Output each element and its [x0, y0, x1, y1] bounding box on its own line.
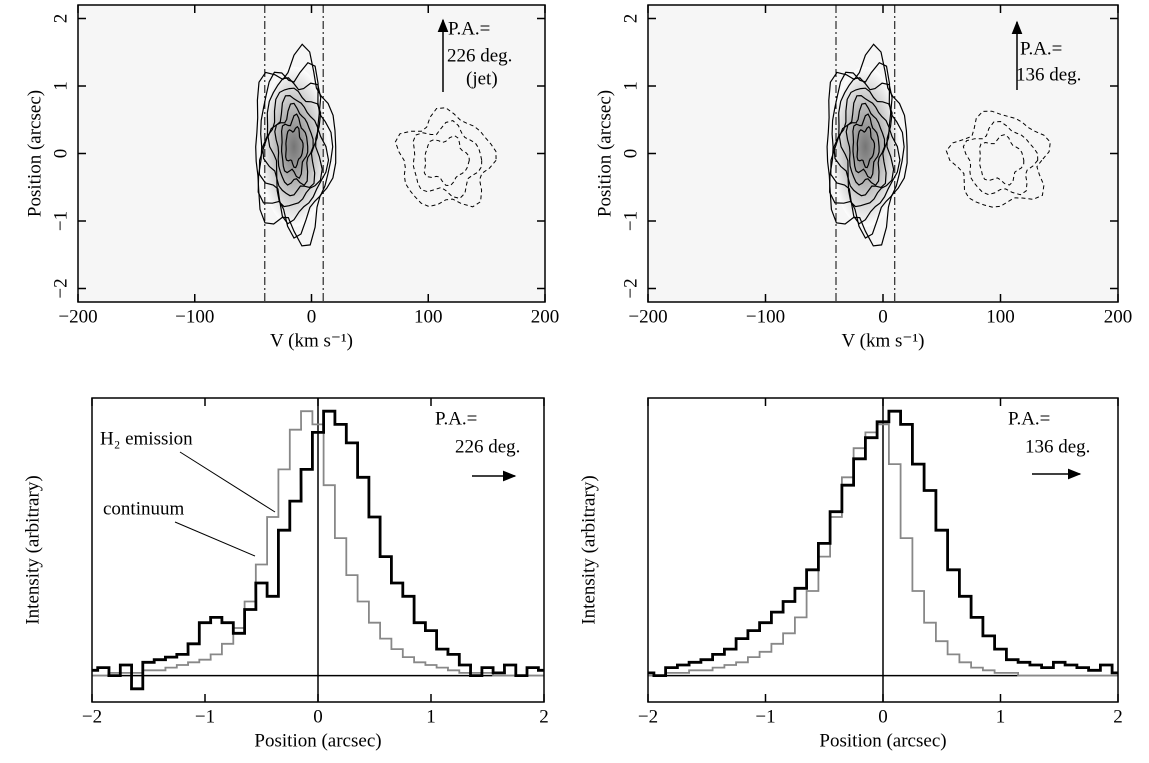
annotation: P.A.=: [1008, 408, 1050, 429]
y-axis-label: Intensity (arbitrary): [578, 475, 599, 624]
x-tick-label: 100: [986, 306, 1015, 327]
x-tick-label: 0: [307, 306, 317, 327]
annotation: P.A.=: [435, 408, 477, 429]
profile: [648, 409, 1118, 677]
x-axis-label: V (km s⁻¹): [270, 330, 353, 351]
plot-frame: [77, 4, 546, 303]
x-tick-label: 200: [1104, 306, 1133, 327]
x-tick-label: −100: [746, 306, 785, 327]
x-axis-label: Position (arcsec): [819, 730, 946, 751]
x-tick-label: −200: [58, 306, 97, 327]
y-axis-label: Intensity (arbitrary): [22, 475, 43, 624]
contour: [285, 125, 304, 169]
x-tick-label: −1: [195, 706, 215, 727]
x-tick-label: 200: [531, 306, 560, 327]
x-tick-label: 1: [426, 706, 436, 727]
x-tick-label: 1: [996, 706, 1006, 727]
plot-frame: [91, 397, 545, 703]
contour: [838, 94, 890, 197]
y-tick-label: 1: [50, 81, 71, 91]
contour: [826, 43, 908, 247]
plot-frame: [647, 397, 1119, 703]
legend-label: H₂ emission: [100, 428, 193, 449]
x-tick-label: −2: [82, 706, 102, 727]
contour: [258, 77, 330, 225]
x-tick-label: −2: [638, 706, 658, 727]
plot-frame: [647, 4, 1119, 303]
x-tick-label: 0: [878, 706, 888, 727]
y-axis-label: Position (arcsec): [24, 90, 45, 217]
y-tick-label: 0: [620, 149, 641, 159]
contour: [852, 113, 880, 180]
y-tick-label: 1: [620, 81, 641, 91]
annotation: P.A.=: [448, 18, 490, 39]
y-axis-label: Position (arcsec): [594, 90, 615, 217]
y-tick-label: 2: [50, 14, 71, 24]
contour: [274, 102, 314, 187]
contour: [262, 87, 323, 208]
contour: [255, 43, 337, 247]
contour: [267, 94, 319, 197]
profile: [92, 409, 544, 691]
annotation: 226 deg.: [447, 45, 512, 66]
contour: [856, 125, 876, 169]
contour-negative: [394, 107, 497, 208]
y-tick-label: −2: [50, 278, 71, 298]
contour: [830, 77, 901, 225]
annotation: P.A.=: [1020, 38, 1062, 59]
x-tick-label: −1: [755, 706, 775, 727]
contour: [280, 113, 309, 180]
leader: [174, 521, 256, 557]
x-tick-label: −100: [175, 306, 214, 327]
y-tick-label: −1: [50, 211, 71, 231]
y-tick-label: 2: [620, 14, 641, 24]
x-tick-label: 100: [414, 306, 443, 327]
annotation: 226 deg.: [455, 436, 520, 457]
annotation: 136 deg.: [1025, 436, 1090, 457]
y-tick-label: −2: [620, 278, 641, 298]
contour: [257, 61, 334, 239]
x-axis-label: V (km s⁻¹): [842, 330, 925, 351]
contour: [845, 102, 886, 187]
y-tick-label: −1: [620, 211, 641, 231]
x-tick-label: 0: [313, 706, 323, 727]
contour: [828, 61, 905, 239]
contour-negative: [423, 135, 470, 187]
contour: [833, 87, 895, 208]
x-tick-label: −200: [628, 306, 667, 327]
x-tick-label: 2: [539, 706, 549, 727]
x-tick-label: 2: [1113, 706, 1123, 727]
contour-negative: [412, 120, 483, 200]
profile: [92, 410, 544, 677]
contour-negative: [962, 120, 1039, 196]
leader: [179, 451, 276, 513]
x-axis-label: Position (arcsec): [254, 730, 381, 751]
y-tick-label: 0: [50, 149, 71, 159]
contour-negative: [945, 110, 1051, 208]
annotation: 136 deg.: [1016, 64, 1081, 85]
annotation: (jet): [466, 68, 498, 89]
contour-negative: [978, 134, 1025, 186]
x-tick-label: 0: [878, 306, 888, 327]
legend-label: continuum: [103, 498, 184, 519]
